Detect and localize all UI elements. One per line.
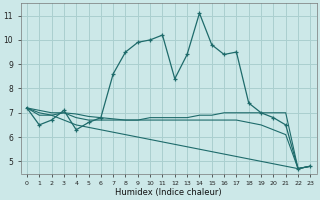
X-axis label: Humidex (Indice chaleur): Humidex (Indice chaleur) (115, 188, 222, 197)
